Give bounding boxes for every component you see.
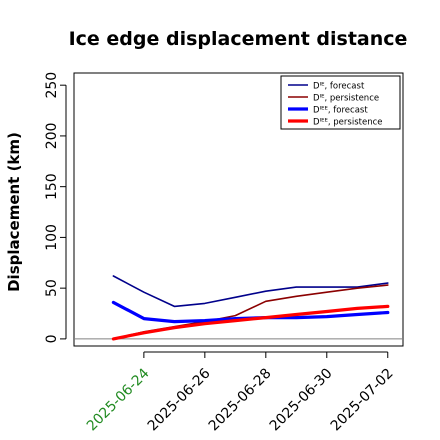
plot-layer [74, 275, 403, 341]
x-tick-label: 2025-06-28 [206, 366, 275, 435]
y-tick-label: 50 [44, 279, 60, 297]
legend-label: Dᴵᴱ, persistence [313, 94, 379, 104]
y-tick-label: 0 [44, 334, 60, 343]
series-line-4 [111, 304, 390, 341]
legend-label: Dᴵᴱᴱ, forecast [313, 106, 368, 116]
legend-label: Dᴵᴱ, forecast [313, 82, 365, 92]
y-tick-label: 250 [44, 72, 60, 99]
series-line-1 [112, 275, 389, 308]
x-tick-label: 2025-07-02 [328, 366, 397, 435]
legend: Dᴵᴱ, forecast Dᴵᴱ, persistence Dᴵᴱᴱ, forec… [280, 75, 401, 130]
plot-frame [73, 72, 404, 347]
x-tick-label: 2025-06-24 [84, 365, 153, 434]
x-tick-label: 2025-06-26 [145, 365, 214, 434]
y-axis-label: Displacement (km) [5, 132, 23, 292]
y-tick-label: 100 [44, 224, 60, 251]
chart-title: Ice edge displacement distance [69, 28, 408, 50]
x-tick-label: 2025-06-30 [267, 366, 336, 435]
legend-label: Dᴵᴱᴱ, persistence [313, 118, 382, 128]
y-tick-label: 200 [44, 123, 60, 150]
y-tick-label: 150 [44, 173, 60, 200]
